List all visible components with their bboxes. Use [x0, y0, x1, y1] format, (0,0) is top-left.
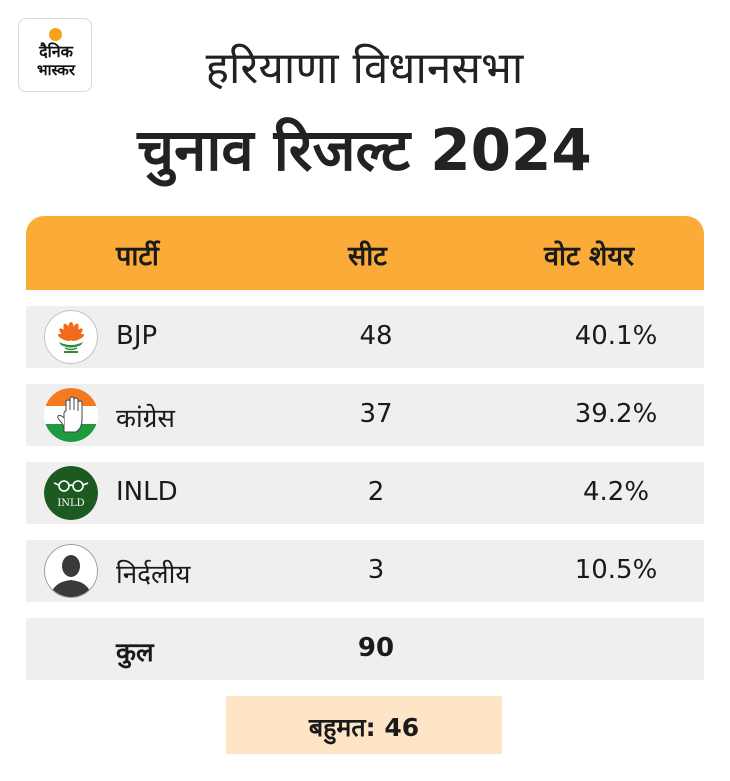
- table-row: BJP 48 40.1%: [26, 306, 704, 368]
- title-line-1: हरियाणा विधानसभा: [205, 43, 524, 94]
- majority-box: बहुमत: 46: [226, 696, 502, 754]
- total-seat-count: 90: [357, 633, 395, 663]
- column-header-party: पार्टी: [116, 241, 159, 272]
- party-name: BJP: [116, 321, 158, 351]
- vote-share: 40.1%: [574, 321, 658, 351]
- independent-person-icon: [44, 544, 98, 598]
- seat-count: 2: [367, 477, 385, 507]
- logo-line-1: दैनिक: [39, 42, 73, 61]
- party-name: कांग्रेस: [116, 404, 175, 434]
- total-row: कुल 90: [26, 618, 704, 680]
- logo-line-2: भास्कर: [37, 61, 75, 79]
- table-row: निर्दलीय 3 10.5%: [26, 540, 704, 602]
- table-row: कांग्रेस 37 39.2%: [26, 384, 704, 446]
- dainik-bhaskar-logo: दैनिक भास्कर: [18, 18, 92, 92]
- party-name: INLD: [116, 477, 178, 507]
- table-header: पार्टी सीट वोट शेयर: [26, 216, 704, 290]
- congress-hand-icon: [44, 388, 98, 442]
- seat-count: 37: [359, 399, 393, 429]
- bjp-lotus-icon: [44, 310, 98, 364]
- svg-text:INLD: INLD: [57, 498, 84, 509]
- title-line-2: चुनाव रिजल्ट 2024: [137, 116, 592, 184]
- inld-spectacles-icon: INLD: [44, 466, 98, 520]
- vote-share: 10.5%: [574, 555, 658, 585]
- majority-label: बहुमत: 46: [308, 713, 420, 742]
- column-header-vote-share: वोट शेयर: [544, 241, 635, 272]
- table-row: INLD INLD 2 4.2%: [26, 462, 704, 524]
- sun-icon: [49, 28, 62, 41]
- column-header-seats: सीट: [348, 241, 387, 272]
- seat-count: 48: [359, 321, 393, 351]
- seat-count: 3: [367, 555, 385, 585]
- vote-share: 39.2%: [574, 399, 658, 429]
- total-label: कुल: [116, 638, 154, 668]
- party-name: निर्दलीय: [116, 560, 191, 590]
- vote-share: 4.2%: [582, 477, 650, 507]
